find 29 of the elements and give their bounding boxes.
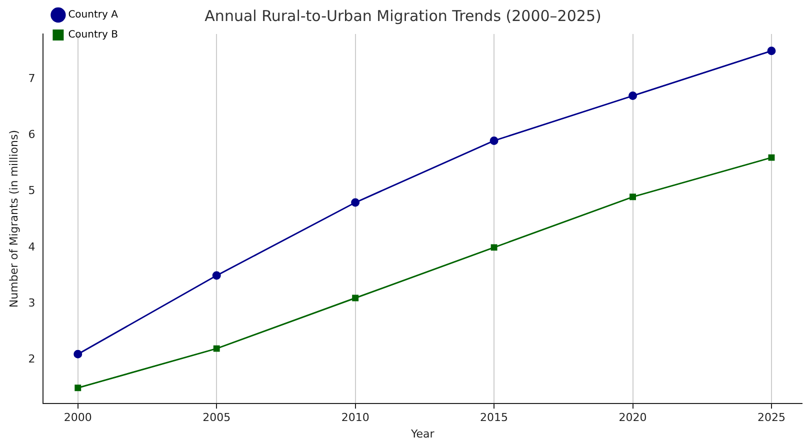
point <box>628 92 638 100</box>
point <box>490 244 498 251</box>
chart-title: Annual Rural-to-Urban Migration Trends (2000–2025) <box>204 6 602 25</box>
point <box>490 136 498 145</box>
point <box>213 345 220 352</box>
x-axis-title: Year <box>410 427 435 440</box>
point <box>768 154 775 161</box>
point <box>352 294 359 302</box>
y-tick-label: 6 <box>28 128 36 141</box>
y-tick-label: 7 <box>28 72 36 85</box>
x-tick-label: 2015 <box>480 411 508 424</box>
x-tick-label: 2020 <box>618 411 647 424</box>
y-tick-label: 4 <box>28 240 36 254</box>
x-tick-label: 2025 <box>757 411 786 424</box>
point <box>74 384 82 392</box>
y-tick-label: 5 <box>28 184 36 198</box>
point <box>212 271 221 280</box>
y-tick-label: 2 <box>28 352 36 366</box>
point <box>767 46 776 56</box>
x-tick-label: 2000 <box>64 411 92 424</box>
point <box>630 194 636 200</box>
legend-label: Country A <box>68 10 118 21</box>
x-tick-label: 2005 <box>202 411 231 424</box>
legend-label: Country B <box>68 30 118 41</box>
y-tick-label: 3 <box>28 296 36 310</box>
y-axis-title: Number of Migrants (in millions) <box>7 130 20 308</box>
point <box>74 350 82 358</box>
x-tick-label: 2010 <box>341 411 370 424</box>
point <box>351 198 360 207</box>
